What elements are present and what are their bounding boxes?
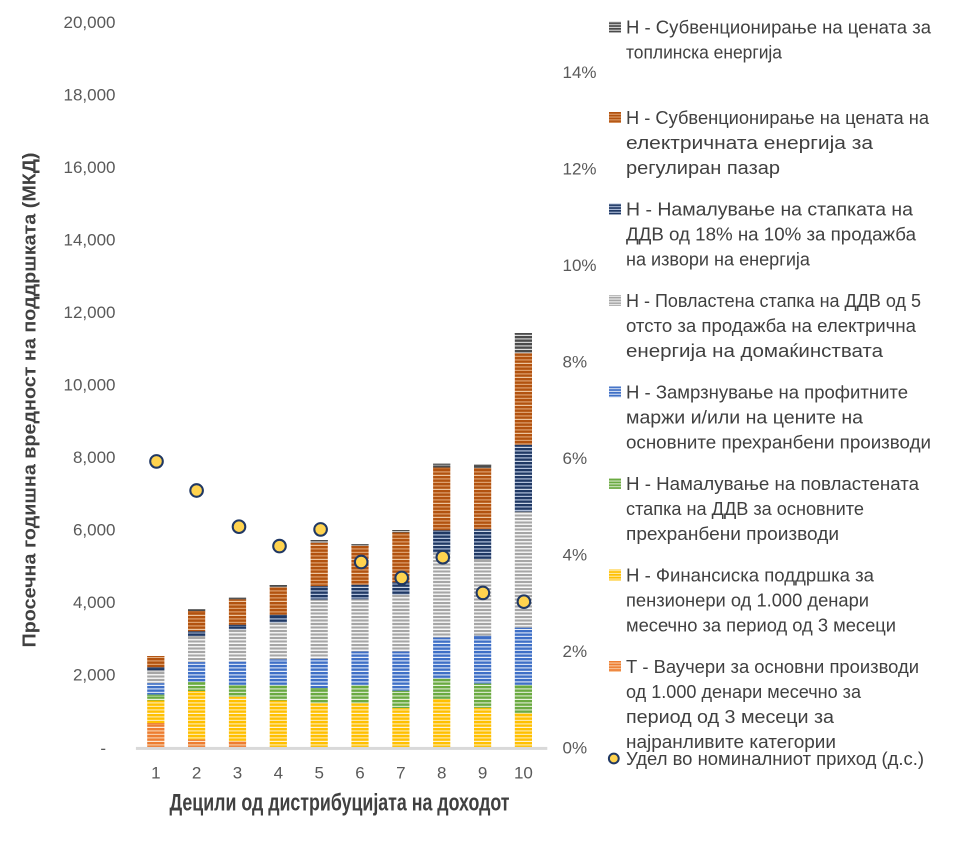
svg-text:период од 3 месеци за: период од 3 месеци за — [626, 706, 835, 727]
svg-text:Н - Намалување на стапката на: Н - Намалување на стапката на — [626, 199, 914, 220]
svg-text:10: 10 — [514, 764, 533, 783]
svg-text:10,000: 10,000 — [64, 376, 116, 395]
svg-text:на извори на енергија: на извори на енергија — [626, 249, 811, 270]
svg-text:енергија на домаќинствата: енергија на домаќинствата — [626, 340, 884, 361]
svg-text:14%: 14% — [563, 63, 597, 82]
svg-text:стапка на ДДВ за основните: стапка на ДДВ за основните — [626, 498, 864, 519]
svg-text:6,000: 6,000 — [73, 521, 116, 540]
svg-text:Децили од дистрибуцијата на до: Децили од дистрибуцијата на доходот — [170, 790, 510, 817]
svg-text:4%: 4% — [563, 546, 588, 565]
svg-text:регулиран пазар: регулиран пазар — [626, 157, 780, 178]
svg-text:Н - Финансиска поддршка за: Н - Финансиска поддршка за — [626, 565, 875, 586]
svg-text:Н - Субвенционирање на цената: Н - Субвенционирање на цената за — [626, 17, 932, 38]
svg-text:2,000: 2,000 — [73, 666, 116, 685]
svg-text:2%: 2% — [563, 642, 588, 661]
svg-text:16,000: 16,000 — [64, 158, 116, 177]
svg-text:топлинска енергија: топлинска енергија — [626, 42, 783, 63]
svg-text:Н - Субвенционирање на цената: Н - Субвенционирање на цената на — [626, 107, 930, 128]
svg-text:12%: 12% — [563, 160, 597, 179]
svg-text:Н - Намалување на повластената: Н - Намалување на повластената — [626, 473, 920, 494]
svg-text:6: 6 — [355, 764, 364, 783]
svg-text:електричната енергија за: електричната енергија за — [626, 132, 874, 153]
svg-text:отсто за продажба на електричн: отсто за продажба на електрична — [626, 315, 917, 336]
svg-text:2: 2 — [192, 764, 201, 783]
svg-text:Н - Повластена стапка на ДДВ о: Н - Повластена стапка на ДДВ од 5 — [626, 290, 921, 311]
svg-text:-: - — [100, 739, 106, 758]
svg-text:Просечна годишна вредност на п: Просечна годишна вредност на поддршката … — [19, 152, 40, 647]
svg-text:1: 1 — [151, 764, 160, 783]
svg-text:најранливите категории: најранливите категории — [626, 731, 836, 752]
svg-text:7: 7 — [396, 764, 405, 783]
svg-text:8: 8 — [437, 764, 446, 783]
svg-text:18,000: 18,000 — [64, 86, 116, 105]
svg-text:прехранбени производи: прехранбени производи — [626, 523, 839, 544]
svg-text:6%: 6% — [563, 449, 588, 468]
svg-text:основните прехранбени производ: основните прехранбени производи — [626, 432, 931, 453]
svg-text:12,000: 12,000 — [64, 303, 116, 322]
svg-text:0%: 0% — [563, 739, 588, 758]
svg-text:14,000: 14,000 — [64, 231, 116, 250]
svg-text:3: 3 — [233, 764, 242, 783]
svg-text:5: 5 — [314, 764, 323, 783]
svg-text:ДДВ од 18% на 10% за продажба: ДДВ од 18% на 10% за продажба — [626, 224, 917, 245]
svg-text:4: 4 — [274, 764, 283, 783]
svg-text:маржи и/или на цените на: маржи и/или на цените на — [626, 407, 864, 428]
svg-text:месечно за период од 3 месеци: месечно за период од 3 месеци — [626, 615, 896, 636]
svg-text:20,000: 20,000 — [64, 13, 116, 32]
svg-text:10%: 10% — [563, 256, 597, 275]
svg-text:9: 9 — [478, 764, 487, 783]
svg-text:8,000: 8,000 — [73, 448, 116, 467]
svg-text:Удел во номиналниот приход (д.: Удел во номиналниот приход (д.с.) — [626, 748, 924, 769]
svg-text:пензионери од 1.000 денари: пензионери од 1.000 денари — [626, 590, 869, 611]
svg-text:8%: 8% — [563, 353, 588, 372]
svg-text:Н - Замрзнување на профитните: Н - Замрзнување на профитните — [626, 382, 908, 403]
svg-text:Т - Ваучери за основни произво: Т - Ваучери за основни производи — [626, 656, 919, 677]
svg-text:4,000: 4,000 — [73, 593, 116, 612]
svg-text:од 1.000 денари месечно за: од 1.000 денари месечно за — [626, 681, 862, 702]
